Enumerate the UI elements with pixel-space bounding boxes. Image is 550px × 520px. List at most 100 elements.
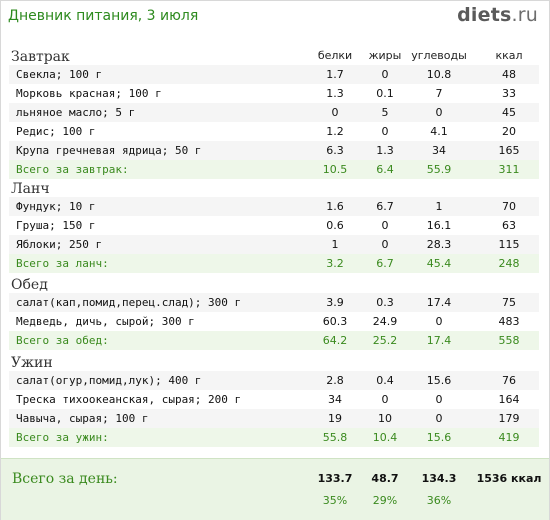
total-fat-value: 25.2 [372,334,398,347]
food-name: Свекла; 100 г [16,68,103,81]
food-name: Морковь красная; 100 г [16,87,162,100]
food-carbs-value: 0 [435,315,443,328]
food-kcal-value: 76 [502,374,516,387]
day-total-label: Всего за день: [12,471,118,487]
total-carbs-value: 55.9 [426,163,452,176]
food-kcal-value: 115 [498,238,520,251]
food-name: Редис; 100 г [16,125,96,138]
food-fat-value: 0.1 [376,87,394,100]
food-row[interactable]: Фундук; 10 г 1.6 6.7 1 70 [9,197,539,216]
food-kcal-value: 48 [502,68,516,81]
food-row[interactable]: Груша; 150 г 0.6 0 16.1 63 [9,216,539,235]
food-carbs-value: 16.1 [426,219,452,232]
meal-total-row: Всего за ланч: 3.2 6.7 45.4 248 [9,254,539,273]
food-protein-value: 2.8 [326,374,344,387]
food-name: Яблоки; 250 г [16,238,103,251]
food-fat-value: 0 [381,393,389,406]
meal-total-label: Всего за ланч: [16,257,109,270]
food-carbs-value: 0 [435,412,443,425]
food-name: Чавыча, сырая; 100 г [16,412,149,425]
food-row[interactable]: салат(кап,помид,перец.слад); 300 г 3.9 0.3… [9,293,539,312]
food-name: Крупа гречневая ядрица; 50 г [16,144,202,157]
meal-total-row: Всего за обед: 64.2 25.2 17.4 558 [9,331,539,350]
food-protein-value: 0.6 [326,219,344,232]
food-kcal-value: 20 [502,125,516,138]
column-header-kcal: ккал [495,49,523,62]
food-fat-value: 24.9 [372,315,398,328]
food-kcal-value: 75 [502,296,516,309]
food-name: Треска тихоокеанская, сырая; 200 г [16,393,242,406]
section-title: Завтрак [11,49,70,65]
total-protein-value: 64.2 [322,334,348,347]
food-protein-value: 0 [331,106,339,119]
food-row[interactable]: Свекла; 100 г 1.7 0 10.8 48 [9,65,539,84]
logo-tld: .ru [511,4,538,26]
food-name: салат(кап,помид,перец.слад); 300 г [16,296,242,309]
food-protein-value: 60.3 [322,315,348,328]
food-fat-value: 0 [381,125,389,138]
total-kcal-value: 248 [498,257,520,270]
page-title: Дневник питания, 3 июля [8,8,199,24]
day-fat-percent: 29% [372,494,398,507]
total-carbs-value: 15.6 [426,431,452,444]
food-row[interactable]: льняное масло; 5 г 0 5 0 45 [9,103,539,122]
food-fat-value: 0 [381,238,389,251]
food-row[interactable]: Морковь красная; 100 г 1.3 0.1 7 33 [9,84,539,103]
total-carbs-value: 45.4 [426,257,452,270]
total-fat-value: 6.4 [376,163,394,176]
food-carbs-value: 7 [435,87,443,100]
meal-total-label: Всего за ужин: [16,431,109,444]
food-carbs-value: 10.8 [426,68,452,81]
food-carbs-value: 15.6 [426,374,452,387]
food-protein-value: 1 [331,238,339,251]
total-kcal-value: 558 [498,334,520,347]
food-protein-value: 3.9 [326,296,344,309]
food-carbs-value: 17.4 [426,296,452,309]
site-logo[interactable]: diets.ru [457,4,538,26]
food-row[interactable]: Медведь, дичь, сырой; 300 г 60.3 24.9 0 483 [9,312,539,331]
food-kcal-value: 70 [502,200,516,213]
day-total-fat: 48.7 [371,472,399,485]
food-row[interactable]: Треска тихоокеанская, сырая; 200 г 34 0 0 16… [9,390,539,409]
meal-total-label: Всего за завтрак: [16,163,129,176]
day-total-carbs: 134.3 [421,472,457,485]
food-protein-value: 19 [328,412,342,425]
food-fat-value: 5 [381,106,389,119]
day-total-protein: 133.7 [317,472,353,485]
section-title: Обед [11,277,48,293]
food-fat-value: 6.7 [376,200,394,213]
food-name: Груша; 150 г [16,219,96,232]
food-fat-value: 0 [381,219,389,232]
total-protein-value: 55.8 [322,431,348,444]
food-fat-value: 0.4 [376,374,394,387]
column-header-protein: белки [317,49,353,62]
total-fat-value: 6.7 [376,257,394,270]
food-protein-value: 1.2 [326,125,344,138]
food-kcal-value: 179 [498,412,520,425]
day-total-band [1,458,549,520]
food-row[interactable]: Редис; 100 г 1.2 0 4.1 20 [9,122,539,141]
food-kcal-value: 45 [502,106,516,119]
food-row[interactable]: салат(огур,помид,лук); 400 г 2.8 0.4 15.6 76 [9,371,539,390]
food-carbs-value: 0 [435,106,443,119]
food-name: льняное масло; 5 г [16,106,136,119]
food-protein-value: 1.3 [326,87,344,100]
food-carbs-value: 0 [435,393,443,406]
food-name: салат(огур,помид,лук); 400 г [16,374,202,387]
food-carbs-value: 1 [435,200,443,213]
food-fat-value: 10 [378,412,392,425]
food-row[interactable]: Крупа гречневая ядрица; 50 г 6.3 1.3 34 165 [9,141,539,160]
food-kcal-value: 63 [502,219,516,232]
day-protein-percent: 35% [322,494,348,507]
food-row[interactable]: Чавыча, сырая; 100 г 19 10 0 179 [9,409,539,428]
logo-main: diets [457,4,512,26]
food-protein-value: 1.7 [326,68,344,81]
day-total-kcal: 1536 ккал [476,472,542,485]
food-kcal-value: 483 [498,315,520,328]
day-carbs-percent: 36% [426,494,452,507]
section-title: Ужин [11,355,53,371]
total-protein-value: 10.5 [322,163,348,176]
section-title: Ланч [11,181,50,197]
food-row[interactable]: Яблоки; 250 г 1 0 28.3 115 [9,235,539,254]
food-carbs-value: 34 [432,144,446,157]
